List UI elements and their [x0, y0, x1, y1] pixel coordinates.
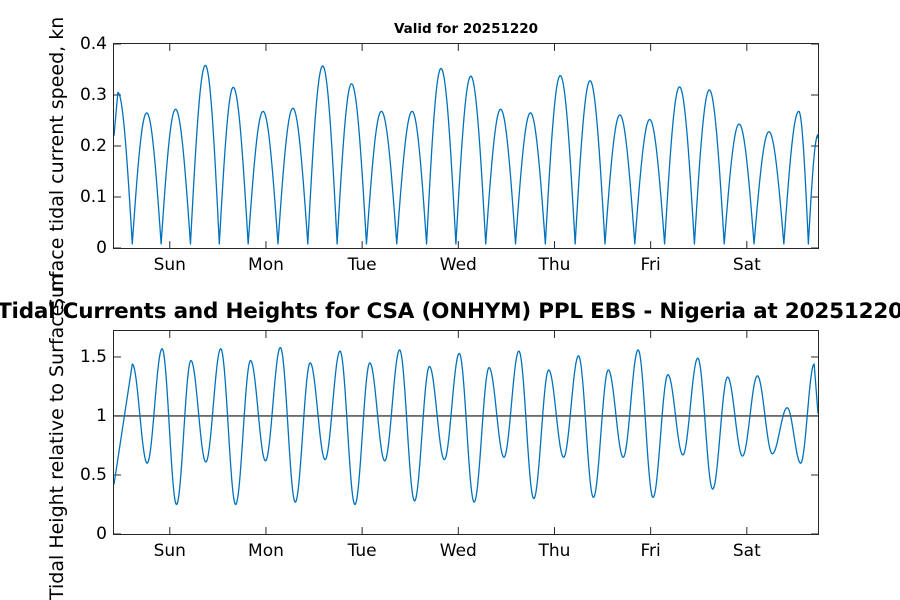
x-axis-tick-label-tue: Tue [347, 255, 377, 275]
figure-super-title: Tidal Currents and Heights for CSA (ONHY… [0, 299, 900, 324]
x-axis-tick-label-thu: Thu [538, 541, 571, 561]
x-axis-tick-label-mon: Mon [248, 541, 284, 561]
x-axis-tick-label-sun: Sun [153, 541, 186, 561]
x-axis-tick-label-fri: Fri [640, 255, 661, 275]
y-axis-tick-label: 1 [96, 405, 107, 426]
x-axis-tick-label-sat: Sat [732, 255, 761, 275]
x-axis-tick-label-wed: Wed [439, 255, 477, 275]
y-axis-tick-label: 0 [96, 238, 107, 258]
top-chart-plot-area [114, 44, 818, 248]
x-axis-tick-label-thu: Thu [538, 255, 571, 275]
bottom-chart-plot-area [114, 331, 818, 534]
y-axis-tick-label: 0.2 [79, 136, 107, 156]
y-axis-tick-label: 0.4 [79, 34, 107, 54]
x-axis-tick-label-wed: Wed [439, 541, 477, 561]
y-axis-tick-label: 0.1 [79, 187, 107, 207]
bottom-chart-axes: 0 0.5 1 1.5 Sun Mon Tue Wed Thu Fri Sat [80, 330, 819, 561]
y-axis-tick-label: 1.5 [79, 346, 107, 367]
top-chart-y-axis-label: Surface tidal current speed, kn [46, 16, 68, 310]
y-axis-tick-label: 0.3 [79, 85, 107, 105]
x-axis-tick-label-sat: Sat [732, 541, 761, 561]
x-axis-tick-label-mon: Mon [248, 255, 284, 275]
top-chart-axes: Valid for 20251220 0 0.1 0.2 0.3 0.4 Sun Mon Tu… [80, 21, 819, 275]
y-axis-tick-label: 0 [96, 524, 107, 544]
top-chart-title: Valid for 20251220 [393, 21, 539, 37]
x-axis-tick-label-sun: Sun [153, 255, 186, 275]
y-axis-tick-label: 0.5 [79, 464, 107, 485]
tidal-height-line [114, 348, 818, 505]
x-axis-tick-label-tue: Tue [347, 541, 377, 561]
x-axis-tick-label-fri: Fri [640, 541, 661, 561]
tidal-current-speed-line [114, 65, 818, 244]
